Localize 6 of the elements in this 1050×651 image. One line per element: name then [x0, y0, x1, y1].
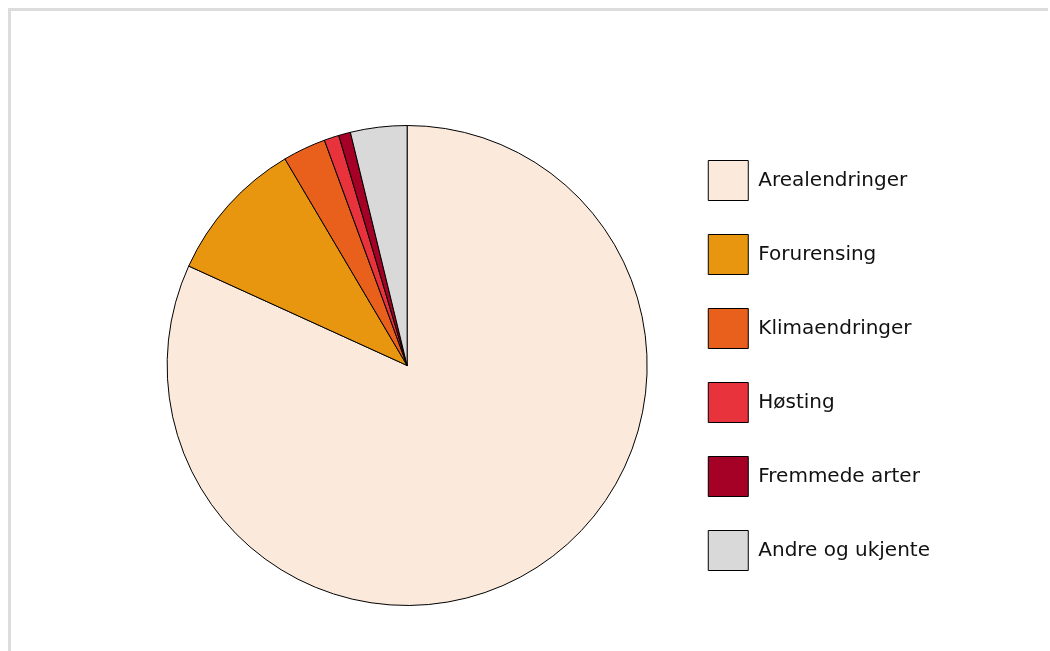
legend-label: Andre og ukjente: [758, 536, 931, 561]
legend-label: Klimaendringer: [758, 314, 913, 339]
legend-label: Høsting: [758, 388, 835, 413]
legend-label: Arealendringer: [758, 166, 908, 191]
legend-label: Forurensing: [758, 240, 877, 265]
legend-label: Fremmede arter: [758, 462, 921, 487]
